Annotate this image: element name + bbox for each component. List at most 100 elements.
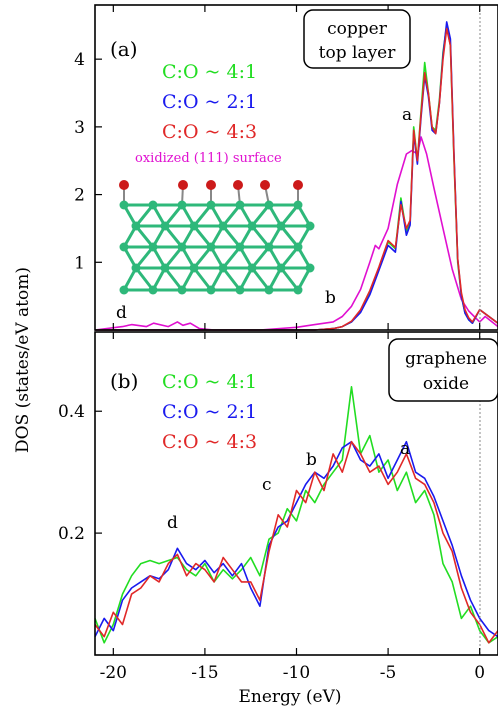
inset-bond [279,246,300,269]
inset-bond [279,267,300,291]
x-tick-label: 0 [474,663,485,683]
inset-cu-atom [177,242,187,252]
inset-bond [192,204,213,227]
inset-bond [221,225,242,248]
inset-cu-atom [148,285,158,295]
inset-bond [250,246,271,269]
oxidized-surface-inset [119,180,315,295]
inset-cu-atom [293,200,303,210]
inset-cu-atom [264,285,274,295]
inset-bond [250,225,271,248]
panel-b-legend-blue: C:O ~ 2:1 [162,401,257,423]
inset-cu-atom [218,221,228,231]
inset-o-atom [293,180,303,190]
inset-bond [134,246,155,269]
panel-a-tag: (a) [110,37,138,61]
inset-cu-atom [305,263,315,273]
inset-cu-atom [293,285,303,295]
panel-b-series-group [94,386,498,644]
inset-bond [279,225,300,248]
panel-a-annotation-d: d [116,303,127,323]
inset-bond [163,267,184,291]
inset-o-atom [119,180,129,190]
panel-a-label-box [303,9,411,69]
panel-a-legend-red: C:O ~ 4:3 [162,121,257,143]
inset-cu-atom [235,200,245,210]
inset-cu-atom [235,285,245,295]
inset-cu-atom [206,285,216,295]
inset-bond [192,267,213,291]
inset-bond [192,225,213,248]
panel-a-series-group [94,21,498,331]
inset-cu-atom [293,242,303,252]
inset-cu-atom [276,221,286,231]
inset-cu-atom [119,242,129,252]
inset-bond [250,204,271,227]
inset-cu-atom [119,285,129,295]
inset-label: oxidized (111) surface [135,151,282,166]
panel-b-ytick-label: 0.4 [58,402,85,422]
panel-b-label-box [388,338,498,402]
panel-a-ticks: 1 2 3 4 [74,5,481,330]
x-axis-label: Energy (eV) [238,687,341,707]
x-tick-label: -5 [380,663,397,683]
inset-cu-atom [119,200,129,210]
x-tick-label: -10 [283,663,310,683]
panel-b: 0.2 0.4 (b) C:O ~ 4:1 C:O ~ 2:1 C:O ~ 4:3… [58,331,498,656]
inset-cu-atom [264,242,274,252]
inset-o-atom [206,180,216,190]
inset-bond [221,204,242,227]
panel-b-legend-red: C:O ~ 4:3 [162,431,257,453]
inset-cu-atom [276,263,286,273]
x-tick-labels: -20 -15 -10 -5 0 [100,663,485,683]
inset-o-atom [233,180,243,190]
inset-cu-atom [131,263,141,273]
panel-a-annotation-b: b [325,288,336,308]
panel-b-box-line1: graphene [405,349,487,369]
panel-b-frame [94,331,498,656]
inset-bond [163,204,184,227]
inset-cu-atom [264,200,274,210]
panel-b-ytick-label: 0.2 [58,524,85,544]
inset-cu-atom [206,200,216,210]
inset-bond [134,225,155,248]
inset-cu-atom [160,263,170,273]
panel-a-ytick-label: 1 [74,253,85,273]
inset-o-atom [260,180,270,190]
inset-bond [221,267,242,291]
inset-cu-atom [218,263,228,273]
panel-b-tag: (b) [110,369,138,393]
panel-a: oxidized (111) surface 1 2 3 4 (a) C:O ~ 4:… [74,4,498,331]
panel-a-box-line2: top layer [319,43,397,63]
panel-a-ytick-label: 2 [74,186,85,206]
inset-cu-atom [189,263,199,273]
inset-bond [279,204,300,227]
panel-a-ytick-label: 3 [74,118,85,138]
panel-b-legend-green: C:O ~ 4:1 [162,371,257,393]
x-tick-label: -15 [191,663,218,683]
panel-b-series-blue [94,440,498,638]
panel-b-series-red [94,440,498,644]
panel-b-series-green [94,386,498,644]
inset-cu-atom [235,242,245,252]
inset-bond [163,225,184,248]
inset-cu-atom [177,285,187,295]
inset-bond [163,246,184,269]
inset-bond [134,204,155,227]
inset-cu-atom [148,200,158,210]
x-tick-label: -20 [100,663,127,683]
inset-cu-atom [206,242,216,252]
inset-bond [192,246,213,269]
panel-a-series-magenta [94,136,498,331]
inset-cu-atom [305,221,315,231]
inset-bond [134,267,155,291]
inset-cu-atom [148,242,158,252]
inset-cu-atom [131,221,141,231]
inset-o-atom [178,180,188,190]
panel-a-ytick-label: 4 [74,50,85,70]
panel-a-annotation-a: a [402,105,412,125]
panel-b-annotation-d: d [167,513,178,533]
panel-a-frame [94,4,498,331]
